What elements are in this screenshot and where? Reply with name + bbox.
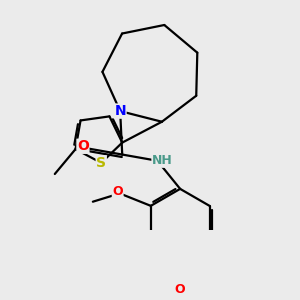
- Text: NH: NH: [152, 154, 173, 167]
- Text: O: O: [175, 283, 185, 296]
- Text: O: O: [112, 185, 123, 198]
- Text: S: S: [96, 156, 106, 170]
- Text: N: N: [114, 104, 126, 118]
- Text: O: O: [77, 139, 89, 153]
